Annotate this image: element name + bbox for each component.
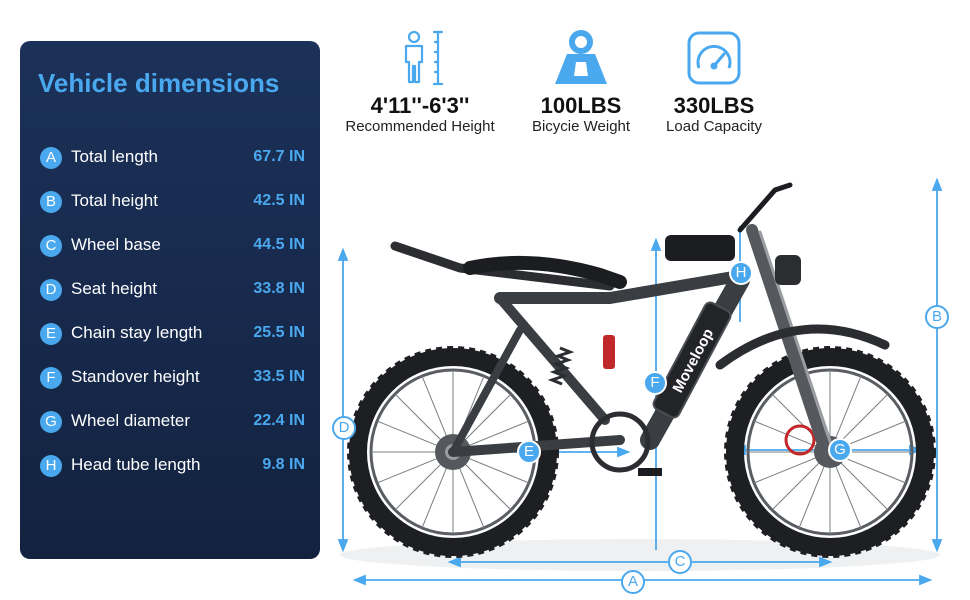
- spec-load-capacity: 330LBS Load Capacity: [653, 28, 775, 136]
- spec-label: Bicycie Weight: [531, 118, 631, 135]
- dimension-label: Head tube length: [71, 455, 201, 474]
- marker-d: D: [332, 416, 356, 440]
- marker-c: C: [668, 550, 692, 574]
- dimension-letter: H: [40, 455, 62, 477]
- spec-value: 4'11''-6'3'': [370, 93, 470, 118]
- dimension-label: Seat height: [71, 279, 158, 298]
- spec-label: Recommended Height: [345, 118, 495, 135]
- dimension-row-f: F Standover height 33.5 IN: [40, 364, 308, 390]
- spec-label: Load Capacity: [666, 118, 762, 135]
- dimension-row-e: E Chain stay length 25.5 IN: [40, 320, 308, 346]
- marker-e: E: [517, 440, 541, 464]
- pedal: [638, 468, 662, 476]
- bike-frame: [390, 182, 890, 457]
- spec-bicycle-weight: 100LBS Bicycie Weight: [520, 28, 642, 136]
- rear-wheel: [347, 346, 559, 558]
- weight-icon: [555, 30, 607, 84]
- person-height-icon: [404, 30, 444, 86]
- dimension-row-b: B Total height 42.5 IN: [40, 188, 308, 214]
- spec-value: 100LBS: [540, 93, 622, 118]
- dimension-label: Wheel diameter: [71, 411, 191, 430]
- marker-f: F: [643, 371, 667, 395]
- dimension-letter: D: [40, 279, 62, 301]
- dimension-label: Total height: [71, 191, 158, 210]
- dimension-row-h: H Head tube length 9.8 IN: [40, 452, 308, 478]
- dimension-letter: B: [40, 191, 62, 213]
- dimension-value: 42.5 IN: [253, 192, 305, 209]
- dimensions-panel: Vehicle dimensions A Total length 67.7 I…: [20, 41, 320, 559]
- dimension-value: 9.8 IN: [262, 456, 305, 473]
- dimension-letter: G: [40, 411, 62, 433]
- dimension-row-g: G Wheel diameter 22.4 IN: [40, 408, 308, 434]
- spec-value: 330LBS: [673, 93, 755, 118]
- marker-b: B: [925, 305, 949, 329]
- panel-title: Vehicle dimensions: [38, 68, 280, 98]
- dimension-label: Wheel base: [71, 235, 161, 254]
- gauge-icon: [687, 31, 741, 85]
- marker-g: G: [828, 438, 852, 462]
- dimension-value: 25.5 IN: [253, 324, 305, 341]
- frame-bag: [665, 235, 735, 261]
- chainring: [589, 411, 651, 473]
- dimension-letter: C: [40, 235, 62, 257]
- dimension-letter: A: [40, 147, 62, 169]
- headlight: [775, 255, 801, 285]
- dimension-row-a: A Total length 67.7 IN: [40, 144, 308, 170]
- spec-recommended-height: 4'11''-6'3'' Recommended Height: [340, 28, 500, 136]
- shock-reservoir: [603, 335, 615, 369]
- dimension-letter: E: [40, 323, 62, 345]
- dimension-value: 33.5 IN: [253, 368, 305, 385]
- dimension-row-c: C Wheel base 44.5 IN: [40, 232, 308, 258]
- dimension-value: 44.5 IN: [253, 236, 305, 253]
- dimension-value: 33.8 IN: [253, 280, 305, 297]
- dimension-row-d: D Seat height 33.8 IN: [40, 276, 308, 302]
- dimension-label: Total length: [71, 147, 158, 166]
- marker-h: H: [729, 261, 753, 285]
- dimension-label: Chain stay length: [71, 323, 203, 342]
- dimension-value: 67.7 IN: [253, 148, 305, 165]
- dimension-label: Standover height: [71, 367, 200, 386]
- dimension-value: 22.4 IN: [253, 412, 305, 429]
- rear-shock: [547, 346, 575, 386]
- dimension-lines: [337, 177, 943, 586]
- dimension-letter: F: [40, 367, 62, 389]
- marker-a: A: [621, 570, 645, 594]
